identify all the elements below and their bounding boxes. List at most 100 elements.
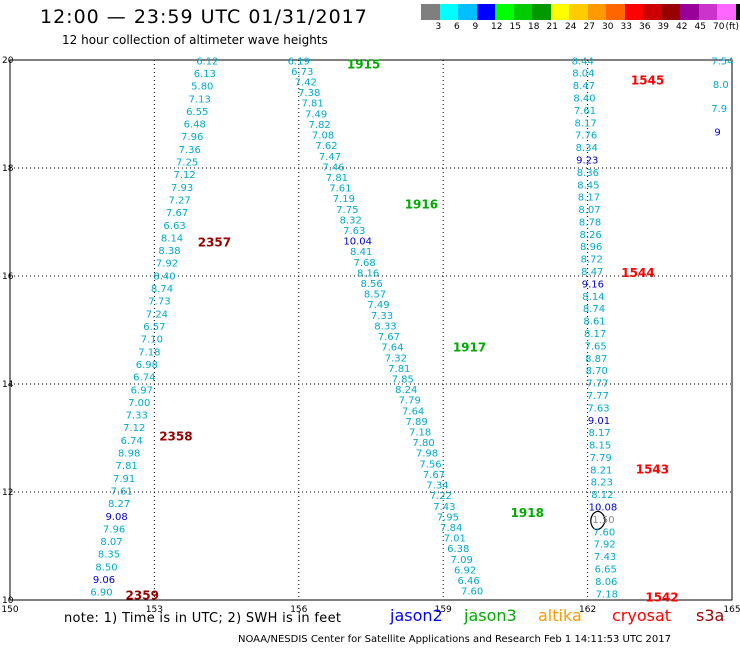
x-tick-label: 162	[579, 605, 596, 615]
swh-value-label: 8.41	[350, 247, 372, 258]
swh-value-label: 7.63	[343, 226, 365, 237]
y-tick-label: 16	[2, 272, 14, 282]
colorbar-label: 24	[565, 22, 577, 32]
colorbar-label: 6	[454, 22, 460, 32]
swh-value-label: 8.61	[583, 317, 605, 328]
swh-value-label: 7.42	[295, 78, 317, 89]
swh-value-label: 7.79	[590, 453, 612, 464]
swh-value-label: 8.07	[578, 205, 600, 216]
track-time-label: 1544	[621, 266, 654, 280]
swh-value-label: 7.80	[412, 438, 434, 449]
colorbar-swatch	[680, 4, 699, 20]
swh-value-label: 8.14	[161, 233, 183, 244]
swh-value-label: 6.38	[447, 544, 469, 555]
swh-value-label: 8.07	[100, 537, 122, 548]
swh-value-label: 6.92	[454, 565, 476, 576]
swh-value-label: 8.17	[578, 193, 600, 204]
swh-value-label: 6.46	[457, 576, 479, 587]
swh-value-label: 6.74	[133, 373, 155, 384]
swh-value-label: 7.91	[113, 474, 135, 485]
swh-value-label: 6.98	[136, 360, 158, 371]
swh-value-label: 7.95	[437, 512, 459, 523]
swh-value-label: 7.01	[444, 534, 466, 545]
swh-value-label: 7.61	[110, 486, 132, 497]
swh-value-label: 7.19	[333, 194, 355, 205]
swh-value-label: 7.76	[575, 131, 597, 142]
colorbar-label: 18	[528, 22, 540, 32]
swh-value-label: 7.62	[315, 141, 337, 152]
track-time-label: 2358	[159, 429, 192, 443]
swh-value-label: 8.15	[589, 441, 611, 452]
swh-value-label: 7.65	[585, 341, 607, 352]
legend-item-jason3: jason3	[464, 606, 517, 625]
swh-value-label: 8.74	[583, 304, 605, 315]
swh-value-label: 7.18	[138, 347, 160, 358]
swh-value-label: 7.33	[371, 311, 393, 322]
swh-value-label: 9	[714, 128, 720, 139]
swh-value-label: 6.74	[121, 436, 143, 447]
swh-value-label: 8.44	[572, 56, 594, 67]
swh-value-label: 6.65	[595, 565, 617, 576]
colorbar-label: 15	[509, 22, 521, 32]
track-time-label: 1916	[405, 198, 438, 212]
swh-value-label: 8.26	[579, 230, 601, 241]
swh-value-label: 7.33	[126, 411, 148, 422]
swh-value-label: 7.67	[166, 208, 188, 219]
swh-value-label: 8.17	[588, 428, 610, 439]
swh-value-label: 7.93	[171, 183, 193, 194]
y-tick-label: 10	[2, 596, 14, 606]
colorbar-label: 12	[491, 22, 503, 32]
colorbar-label: 45	[694, 22, 706, 32]
colorbar-swatch	[550, 4, 569, 20]
colorbar-label: 21	[546, 22, 558, 32]
swh-value-label: 8.47	[573, 81, 595, 92]
colorbar-label: 33	[620, 22, 632, 32]
swh-value-label: 7.81	[326, 173, 348, 184]
y-tick-label: 12	[2, 488, 13, 498]
swh-value-label: 6.13	[194, 69, 216, 80]
colorbar-swatch	[606, 4, 625, 20]
x-tick-label: 156	[290, 605, 307, 615]
swh-value-label: 7.61	[574, 106, 596, 117]
colorbar-label: 39	[657, 22, 669, 32]
swh-value-label: 8.96	[580, 242, 602, 253]
swh-value-label: 7.79	[399, 396, 421, 407]
footer-note: note: 1) Time is in UTC; 2) SWH is in fe…	[64, 611, 342, 626]
swh-value-label: 7.13	[189, 94, 211, 105]
swh-value-label: 7.68	[354, 258, 376, 269]
swh-value-label: 8.50	[95, 562, 117, 573]
swh-value-label: 9.16	[582, 279, 604, 290]
swh-value-label: 7.77	[587, 391, 609, 402]
swh-value-label: 7.18	[596, 589, 618, 600]
swh-value-label: 8.04	[572, 69, 594, 80]
swh-value-label: 7.77	[586, 379, 608, 390]
colorbar-label: 70	[713, 22, 725, 32]
page-subtitle: 12 hour collection of altimeter wave hei…	[62, 33, 328, 47]
swh-value-label: 8.87	[585, 354, 607, 365]
legend-item-s3a: s3a	[696, 606, 725, 625]
colorbar-swatch	[698, 4, 717, 20]
swh-value-label: 8.72	[581, 255, 603, 266]
swh-value-label: 7.12	[174, 170, 196, 181]
swh-value-label: 6.73	[291, 67, 313, 78]
swh-value-label: 7.36	[179, 145, 201, 156]
swh-value-label: 7.10	[141, 335, 163, 346]
map-frame	[9, 59, 733, 601]
swh-value-label: 7.18	[409, 428, 431, 439]
swh-value-label: 8.74	[151, 284, 173, 295]
wave-height-colorbar	[421, 4, 740, 20]
swh-value-label: 8.14	[582, 292, 604, 303]
colorbar-label: 36	[639, 22, 651, 32]
swh-value-label: 7.22	[430, 491, 452, 502]
swh-value-label: 7.64	[381, 343, 403, 354]
colorbar-swatch	[717, 4, 736, 20]
swh-value-label: 6.48	[184, 120, 206, 131]
swh-value-label: 7.81	[302, 99, 324, 110]
swh-value-label: 8.21	[590, 465, 612, 476]
swh-value-label: 6.57	[143, 322, 165, 333]
swh-value-label: 8.16	[357, 268, 379, 279]
swh-value-label: 1.50	[592, 515, 614, 526]
x-tick-label: 150	[1, 605, 18, 615]
colorbar-label: (ft)	[725, 22, 740, 32]
swh-value-label: 7.73	[148, 297, 170, 308]
